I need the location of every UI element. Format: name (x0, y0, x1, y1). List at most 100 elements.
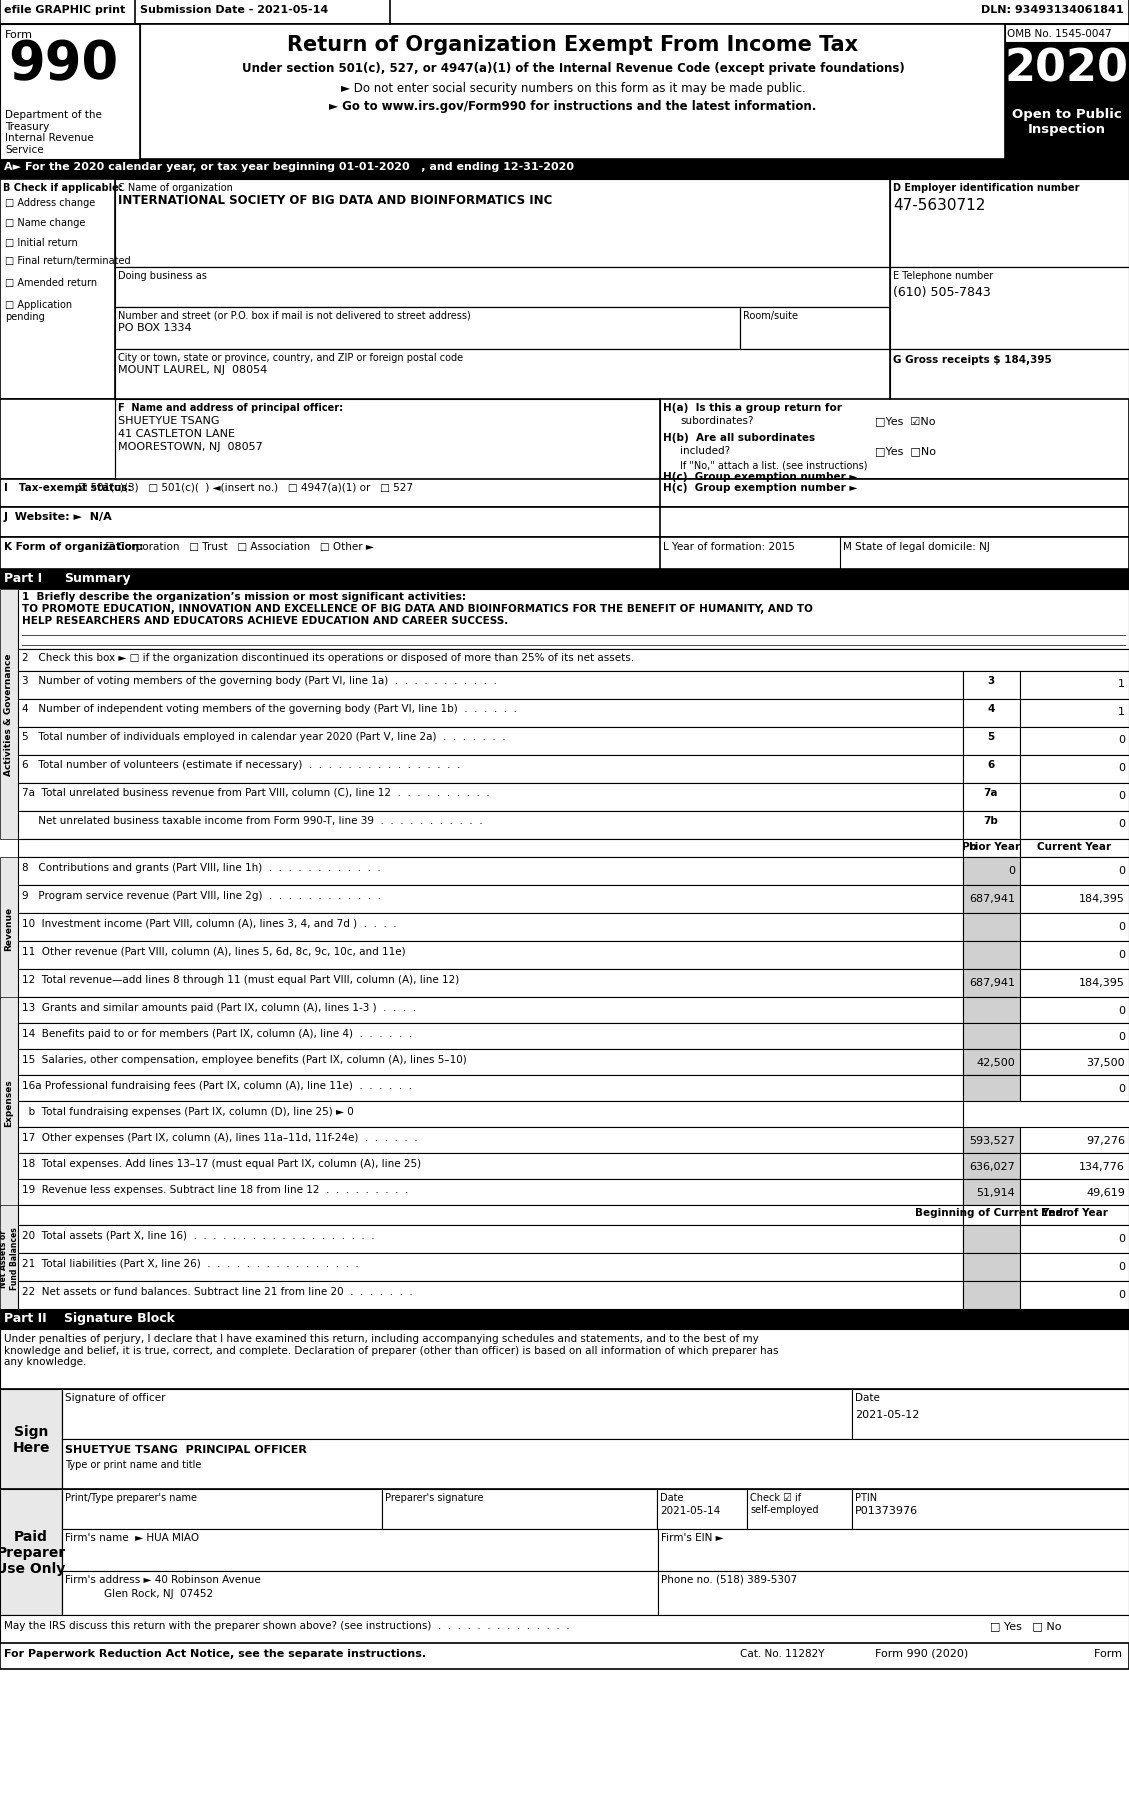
Bar (115, 267, 890, 307)
Text: 0: 0 (1118, 1032, 1124, 1041)
Text: Beginning of Current Year: Beginning of Current Year (914, 1207, 1067, 1218)
Bar (0, 0, 1129, 25)
Text: 16a Professional fundraising fees (Part IX, column (A), line 11e)  .  .  .  .  .: 16a Professional fundraising fees (Part … (21, 1081, 412, 1090)
Bar (963, 784, 1019, 811)
Text: 0: 0 (1118, 866, 1124, 876)
Text: D Employer identification number: D Employer identification number (893, 183, 1079, 193)
Bar (1019, 840, 1129, 858)
Bar (18, 728, 963, 755)
Text: Phone no. (518) 389-5307: Phone no. (518) 389-5307 (660, 1574, 797, 1585)
Text: Open to Public
Inspection: Open to Public Inspection (1012, 108, 1122, 136)
Text: 184,395: 184,395 (1079, 893, 1124, 904)
Text: City or town, state or province, country, and ZIP or foreign postal code: City or town, state or province, country… (119, 352, 463, 363)
Text: I   Tax-exempt status:: I Tax-exempt status: (5, 482, 132, 493)
Text: efile GRAPHIC print: efile GRAPHIC print (5, 5, 125, 14)
Bar (0, 508, 1129, 538)
Bar (115, 351, 890, 399)
Text: 0: 0 (1118, 1261, 1124, 1272)
Text: Firm's address ► 40 Robinson Avenue: Firm's address ► 40 Robinson Avenue (65, 1574, 261, 1585)
Bar (890, 267, 1129, 351)
Bar (963, 1023, 1019, 1050)
Bar (382, 1489, 657, 1529)
Text: 1  Briefly describe the organization’s mission or most significant activities:: 1 Briefly describe the organization’s mi… (21, 591, 466, 602)
Bar (1019, 858, 1129, 885)
Text: 14  Benefits paid to or for members (Part IX, column (A), line 4)  .  .  .  .  .: 14 Benefits paid to or for members (Part… (21, 1028, 412, 1039)
Bar (1019, 914, 1129, 941)
Text: TO PROMOTE EDUCATION, INNOVATION AND EXCELLENCE OF BIG DATA AND BIOINFORMATICS F: TO PROMOTE EDUCATION, INNOVATION AND EXC… (21, 604, 813, 614)
Text: Date: Date (855, 1391, 879, 1402)
Bar (18, 970, 963, 997)
Bar (18, 1225, 963, 1254)
Text: 4   Number of independent voting members of the governing body (Part VI, line 1b: 4 Number of independent voting members o… (21, 703, 517, 714)
Bar (18, 1102, 963, 1128)
Text: 687,941: 687,941 (969, 978, 1015, 987)
Text: B Check if applicable:: B Check if applicable: (3, 183, 123, 193)
Text: 1: 1 (1118, 679, 1124, 688)
Bar (852, 1489, 1129, 1529)
Text: Cat. No. 11282Y: Cat. No. 11282Y (739, 1648, 824, 1659)
Bar (0, 858, 18, 999)
Text: SHUETYUE TSANG: SHUETYUE TSANG (119, 416, 219, 426)
Bar (1019, 997, 1129, 1023)
Text: 6: 6 (988, 759, 995, 770)
Bar (963, 1205, 1019, 1225)
Bar (0, 399, 1129, 479)
Text: 18  Total expenses. Add lines 13–17 (must equal Part IX, column (A), line 25): 18 Total expenses. Add lines 13–17 (must… (21, 1158, 421, 1169)
Bar (18, 885, 963, 914)
Text: Date: Date (660, 1493, 683, 1502)
Bar (963, 858, 1019, 885)
Text: Number and street (or P.O. box if mail is not delivered to street address): Number and street (or P.O. box if mail i… (119, 311, 471, 322)
Bar (1005, 103, 1129, 159)
Bar (18, 914, 963, 941)
Bar (18, 1075, 963, 1102)
Text: 5   Total number of individuals employed in calendar year 2020 (Part V, line 2a): 5 Total number of individuals employed i… (21, 732, 506, 741)
Text: Return of Organization Exempt From Income Tax: Return of Organization Exempt From Incom… (288, 34, 858, 54)
Text: May the IRS discuss this return with the preparer shown above? (see instructions: May the IRS discuss this return with the… (5, 1621, 570, 1630)
Text: 42,500: 42,500 (977, 1057, 1015, 1068)
Bar (1019, 811, 1129, 840)
Text: OMB No. 1545-0047: OMB No. 1545-0047 (1007, 29, 1112, 40)
Text: G Gross receipts $ 184,395: G Gross receipts $ 184,395 (893, 354, 1052, 365)
Text: 134,776: 134,776 (1079, 1162, 1124, 1171)
Bar (0, 1615, 1129, 1643)
Bar (0, 1489, 62, 1615)
Text: 13  Grants and similar amounts paid (Part IX, column (A), lines 1-3 )  .  .  .  : 13 Grants and similar amounts paid (Part… (21, 1003, 417, 1012)
Bar (0, 25, 140, 159)
Text: C Name of organization: C Name of organization (119, 183, 233, 193)
Text: MOUNT LAUREL, NJ  08054: MOUNT LAUREL, NJ 08054 (119, 365, 268, 374)
Text: Signature of officer: Signature of officer (65, 1391, 166, 1402)
Text: 7a  Total unrelated business revenue from Part VIII, column (C), line 12  .  .  : 7a Total unrelated business revenue from… (21, 788, 490, 797)
Text: 9   Program service revenue (Part VIII, line 2g)  .  .  .  .  .  .  .  .  .  .  : 9 Program service revenue (Part VIII, li… (21, 891, 380, 900)
Bar (18, 941, 963, 970)
Text: M State of legal domicile: NJ: M State of legal domicile: NJ (843, 542, 990, 551)
Bar (890, 351, 1129, 399)
Text: Paid
Preparer
Use Only: Paid Preparer Use Only (0, 1529, 65, 1576)
Bar (0, 1205, 18, 1312)
Text: 6   Total number of volunteers (estimate if necessary)  .  .  .  .  .  .  .  .  : 6 Total number of volunteers (estimate i… (21, 759, 461, 770)
Text: 2021-05-12: 2021-05-12 (855, 1409, 919, 1418)
Text: 0: 0 (1118, 819, 1124, 829)
Text: PO BOX 1334: PO BOX 1334 (119, 323, 192, 332)
Text: Summary: Summary (64, 571, 131, 585)
Text: 3: 3 (988, 676, 995, 685)
Bar (0, 538, 1129, 569)
Text: ► Go to www.irs.gov/Form990 for instructions and the latest information.: ► Go to www.irs.gov/Form990 for instruct… (330, 99, 816, 112)
Text: 49,619: 49,619 (1086, 1187, 1124, 1198)
Bar (0, 479, 1129, 508)
Bar (18, 1050, 963, 1075)
Text: Doing business as: Doing business as (119, 271, 207, 280)
Bar (0, 1390, 62, 1489)
Text: Activities & Governance: Activities & Governance (5, 654, 14, 775)
Bar (1005, 25, 1129, 159)
Text: 19  Revenue less expenses. Subtract line 18 from line 12  .  .  .  .  .  .  .  .: 19 Revenue less expenses. Subtract line … (21, 1184, 409, 1194)
Text: Part II: Part II (5, 1312, 46, 1325)
Bar (18, 811, 963, 840)
Text: Net Assets or
Fund Balances: Net Assets or Fund Balances (0, 1227, 19, 1290)
Bar (1019, 1180, 1129, 1205)
Text: 0: 0 (1118, 1288, 1124, 1299)
Text: 0: 0 (1118, 949, 1124, 960)
Bar (62, 1570, 658, 1615)
Bar (739, 307, 890, 351)
Text: A► For the 2020 calendar year, or tax year beginning 01-01-2020   , and ending 1: A► For the 2020 calendar year, or tax ye… (5, 163, 574, 172)
Bar (0, 1310, 1129, 1330)
